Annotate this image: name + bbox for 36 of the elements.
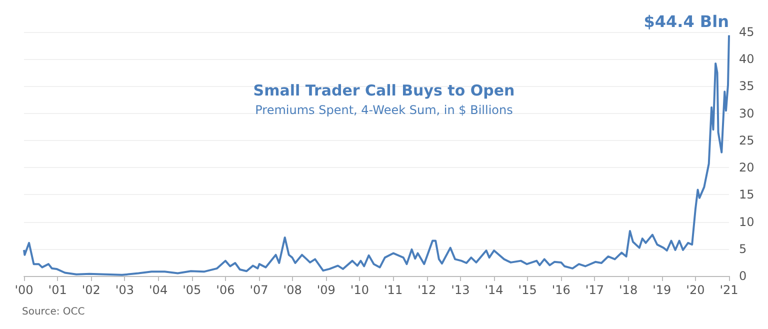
y-tick-label: 5 <box>739 242 747 256</box>
x-tick-label: '07 <box>250 283 268 297</box>
y-tick-label: 10 <box>739 214 754 229</box>
text: Premiums Spent, 4-Week Sum, in $ Billions <box>255 103 513 117</box>
x-tick-label: '11 <box>384 283 403 297</box>
x-tick-label: '16 <box>552 283 570 297</box>
x-tick-label: '18 <box>618 283 638 297</box>
x-tick-label: '03 <box>115 283 134 297</box>
x-tick-label: '15 <box>518 283 537 297</box>
x-tick-label: '05 <box>182 283 202 297</box>
annotation: $44.4 Bln <box>644 12 729 31</box>
y-tick-label: 15 <box>739 188 754 202</box>
x-tick-label: '13 <box>451 283 470 297</box>
y-tick-label: 30 <box>739 106 754 120</box>
x-tick-label: '17 <box>585 283 604 297</box>
y-tick-label: 20 <box>739 160 754 175</box>
y-tick-label: 35 <box>739 79 754 94</box>
y-tick-label: 45 <box>739 25 754 39</box>
x-tick-label: '04 <box>148 283 168 297</box>
y-tick-label: 25 <box>739 133 754 148</box>
x-tick-label: '20 <box>686 283 705 297</box>
text: Small Trader Call Buys to Open <box>253 82 515 100</box>
x-tick-label: '06 <box>216 283 235 297</box>
x-tick-label: '10 <box>350 283 370 297</box>
x-tick-label: '09 <box>316 283 336 297</box>
x-tick-label: '19 <box>652 283 672 297</box>
y-tick-label: 0 <box>739 269 747 283</box>
x-tick-label: '08 <box>283 283 302 297</box>
x-tick-label: '12 <box>418 283 436 297</box>
source-note: Source: OCC <box>22 306 85 318</box>
x-tick-label: '21 <box>720 283 738 297</box>
y-tick-label: 40 <box>739 52 754 66</box>
x-tick-label: '01 <box>48 283 67 297</box>
x-tick-label: '14 <box>484 283 504 297</box>
x-tick-label: '00 <box>14 283 34 297</box>
x-tick-label: '02 <box>82 283 100 297</box>
